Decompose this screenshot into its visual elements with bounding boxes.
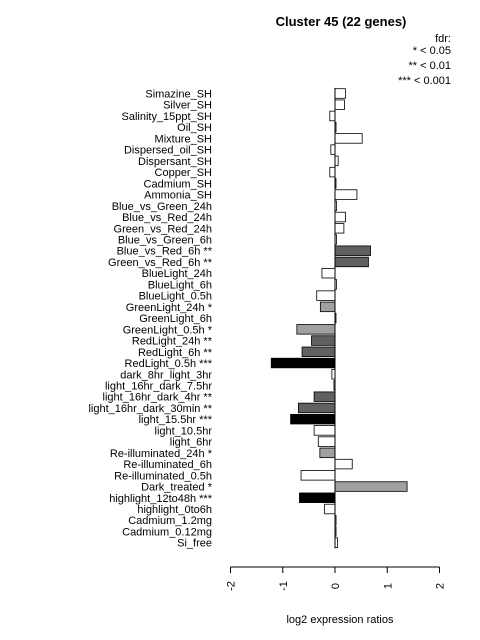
category-label-light-10-5hr: light_10.5hr bbox=[155, 425, 213, 437]
legend-entry-fdr-0001: *** < 0.001 bbox=[398, 75, 451, 87]
bar-mixture-sh bbox=[334, 133, 363, 144]
bar-blue-vs-red-24h bbox=[334, 211, 346, 223]
category-label-redlight-24h: RedLight_24h ** bbox=[132, 336, 213, 348]
category-label-blue-vs-red-6h: Blue_vs_Red_6h ** bbox=[117, 246, 213, 258]
x-axis: -2 -1 0 1 2 bbox=[226, 566, 447, 591]
bar-dispersed-oil-sh bbox=[330, 144, 336, 155]
bar-highlight-0to6h bbox=[324, 503, 336, 515]
category-label-bluelight-0-5h: BlueLight_0.5h bbox=[139, 291, 212, 303]
category-label-redlight-6h: RedLight_6h ** bbox=[138, 347, 213, 359]
category-label-oil-sh: Oil_SH bbox=[177, 122, 212, 134]
category-label-si-free: Si_free bbox=[177, 538, 212, 550]
x-tick-label: 1 bbox=[382, 583, 394, 589]
category-label-light-16hr-dark-4hr: light_16hr_dark_4hr ** bbox=[103, 392, 213, 404]
bar-silver-sh bbox=[334, 99, 345, 110]
bar-blue-vs-red-6h bbox=[334, 245, 371, 256]
category-label-re-illuminated-0-5h: Re-illuminated_0.5h bbox=[114, 470, 212, 482]
category-label-cadmium-0-12mg: Cadmium_0.12mg bbox=[122, 526, 212, 538]
category-label-dark-8hr-light-3hr: dark_8hr_light_3hr bbox=[120, 369, 212, 381]
bar-green-vs-red-24h bbox=[334, 223, 345, 234]
bars bbox=[270, 88, 408, 548]
category-label-green-vs-red-24h: Green_vs_Red_24h bbox=[114, 223, 212, 235]
bar-light-16hr-dark-4hr bbox=[313, 391, 336, 402]
bar-salinity-15ppt-sh bbox=[329, 110, 336, 122]
category-label-light-15-5hr: light_15.5hr *** bbox=[139, 414, 213, 426]
category-label-highlight-12to48h: highlight_12to48h *** bbox=[109, 493, 212, 505]
bar-simazine-sh bbox=[334, 88, 346, 99]
category-label-light-16hr-dark-30min: light_16hr_dark_30min ** bbox=[88, 403, 212, 415]
bar-re-illuminated-6h bbox=[334, 458, 353, 470]
category-label-bluelight-6h: BlueLight_6h bbox=[148, 279, 212, 291]
category-label-dispersant-sh: Dispersant_SH bbox=[138, 156, 212, 168]
category-label-mixture-sh: Mixture_SH bbox=[155, 133, 213, 145]
bar-greenlight-0-5h bbox=[296, 324, 336, 335]
category-labels: Simazine_SHSilver_SHSalinity_15ppt_SHOil… bbox=[88, 89, 212, 550]
category-label-salinity-15ppt-sh: Salinity_15ppt_SH bbox=[121, 111, 212, 123]
category-label-highlight-0to6h: highlight_0to6h bbox=[137, 504, 212, 516]
x-tick-label: -1 bbox=[278, 581, 290, 591]
category-label-greenlight-24h: GreenLight_24h * bbox=[126, 302, 213, 314]
category-label-blue-vs-green-6h: Blue_vs_Green_6h bbox=[118, 234, 212, 246]
x-tick-label: 2 bbox=[435, 583, 447, 589]
bar-light-6hr bbox=[317, 436, 336, 447]
bar-bluelight-0-5h bbox=[316, 290, 336, 301]
category-label-greenlight-6h: GreenLight_6h bbox=[139, 313, 212, 325]
bar-light-15-5hr bbox=[290, 413, 336, 425]
bar-light-16hr-dark-30min bbox=[298, 402, 336, 414]
legend-title: fdr: bbox=[435, 33, 451, 45]
category-label-simazine-sh: Simazine_SH bbox=[145, 89, 212, 101]
bar-redlight-6h bbox=[301, 346, 336, 357]
category-label-light-6hr: light_6hr bbox=[170, 437, 213, 449]
bar-copper-sh bbox=[329, 166, 336, 178]
bar-highlight-12to48h bbox=[299, 492, 336, 503]
legend: fdr: * < 0.05 ** < 0.01 *** < 0.001 bbox=[398, 33, 451, 87]
legend-entry-fdr-001: ** < 0.01 bbox=[408, 60, 451, 72]
category-label-green-vs-red-6h: Green_vs_Red_6h ** bbox=[108, 257, 213, 269]
bar-re-illuminated-24h bbox=[319, 447, 336, 459]
bar-ammonia-sh bbox=[334, 189, 358, 200]
category-label-blue-vs-red-24h: Blue_vs_Red_24h bbox=[122, 212, 212, 224]
bar-redlight-0-5h bbox=[270, 357, 336, 369]
legend-entry-fdr-005: * < 0.05 bbox=[413, 45, 451, 57]
x-tick-label: -2 bbox=[226, 581, 238, 591]
category-label-light-16hr-dark-7-5hr: light_16hr_dark_7.5hr bbox=[105, 380, 212, 392]
category-label-cadmium-sh: Cadmium_SH bbox=[144, 178, 213, 190]
category-label-silver-sh: Silver_SH bbox=[163, 100, 212, 112]
bar-re-illuminated-0-5h bbox=[300, 470, 336, 481]
bar-bluelight-24h bbox=[321, 267, 336, 279]
bar-redlight-24h bbox=[311, 335, 336, 346]
category-label-blue-vs-green-24h: Blue_vs_Green_24h bbox=[112, 201, 212, 213]
category-label-bluelight-24h: BlueLight_24h bbox=[142, 268, 212, 280]
category-label-redlight-0-5h: RedLight_0.5h *** bbox=[125, 358, 213, 370]
category-label-greenlight-0-5h: GreenLight_0.5h * bbox=[123, 324, 213, 336]
x-tick-label: 0 bbox=[330, 583, 342, 589]
category-label-dark-treated: Dark_treated * bbox=[141, 482, 213, 494]
category-label-copper-sh: Copper_SH bbox=[155, 167, 213, 179]
category-label-re-illuminated-24h: Re-illuminated_24h * bbox=[110, 448, 213, 460]
x-axis-label: log2 expression ratios bbox=[286, 614, 394, 626]
category-label-dispersed-oil-sh: Dispersed_oil_SH bbox=[124, 145, 212, 157]
bar-light-10-5hr bbox=[313, 425, 336, 436]
chart-title: Cluster 45 (22 genes) bbox=[276, 14, 407, 29]
bar-green-vs-red-6h bbox=[334, 256, 369, 268]
category-label-ammonia-sh: Ammonia_SH bbox=[144, 190, 212, 202]
bar-dark-treated bbox=[334, 481, 408, 492]
bar-greenlight-24h bbox=[319, 301, 336, 313]
category-label-cadmium-1-2mg: Cadmium_1.2mg bbox=[128, 515, 212, 527]
category-label-re-illuminated-6h: Re-illuminated_6h bbox=[123, 459, 212, 471]
